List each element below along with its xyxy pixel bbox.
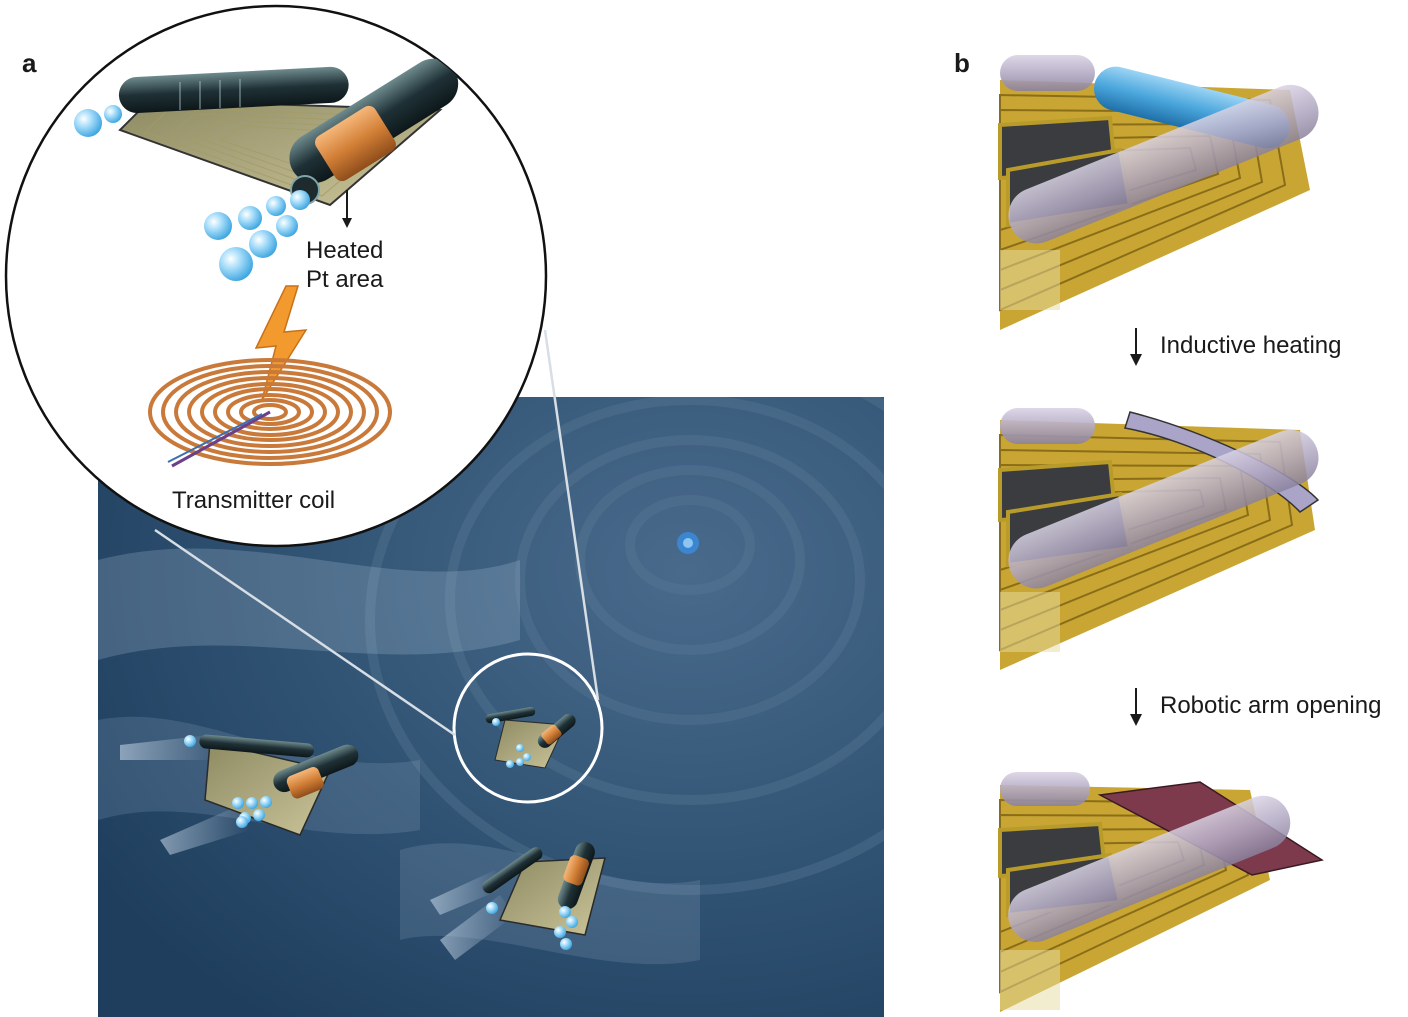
heated-pt-area xyxy=(315,105,396,182)
robot-swimmer-left xyxy=(184,734,359,836)
heated-pt-label-line1: Heated xyxy=(306,237,384,264)
zoom-line-right xyxy=(543,329,600,701)
arrow-inductive-heating xyxy=(1130,328,1142,366)
panel-label-a: a xyxy=(22,48,37,78)
device-state-heating xyxy=(998,408,1320,670)
transmitter-coil-label: Transmitter coil xyxy=(172,487,336,514)
zoom-highlight-circle xyxy=(452,652,604,804)
robot-swimmer-bottom xyxy=(482,842,606,950)
arrow-robotic-arm-opening xyxy=(1130,688,1142,726)
oxygen-bubbles xyxy=(74,105,310,281)
heated-area-arrow xyxy=(342,190,352,228)
heated-pt-label-line2: Pt area xyxy=(306,266,384,293)
robot-swimmer-highlighted xyxy=(485,706,576,769)
panel-label-b: b xyxy=(954,48,970,78)
zoom-line-left xyxy=(154,528,456,737)
robotic-arm-opening-label: Robotic arm opening xyxy=(1160,692,1382,719)
magnified-robot xyxy=(118,58,459,207)
transmitter-coil xyxy=(148,358,392,466)
device-state-open xyxy=(998,772,1324,1012)
magnified-view xyxy=(4,4,548,548)
device-state-closed xyxy=(998,55,1319,330)
inductive-heating-label: Inductive heating xyxy=(1160,332,1342,359)
